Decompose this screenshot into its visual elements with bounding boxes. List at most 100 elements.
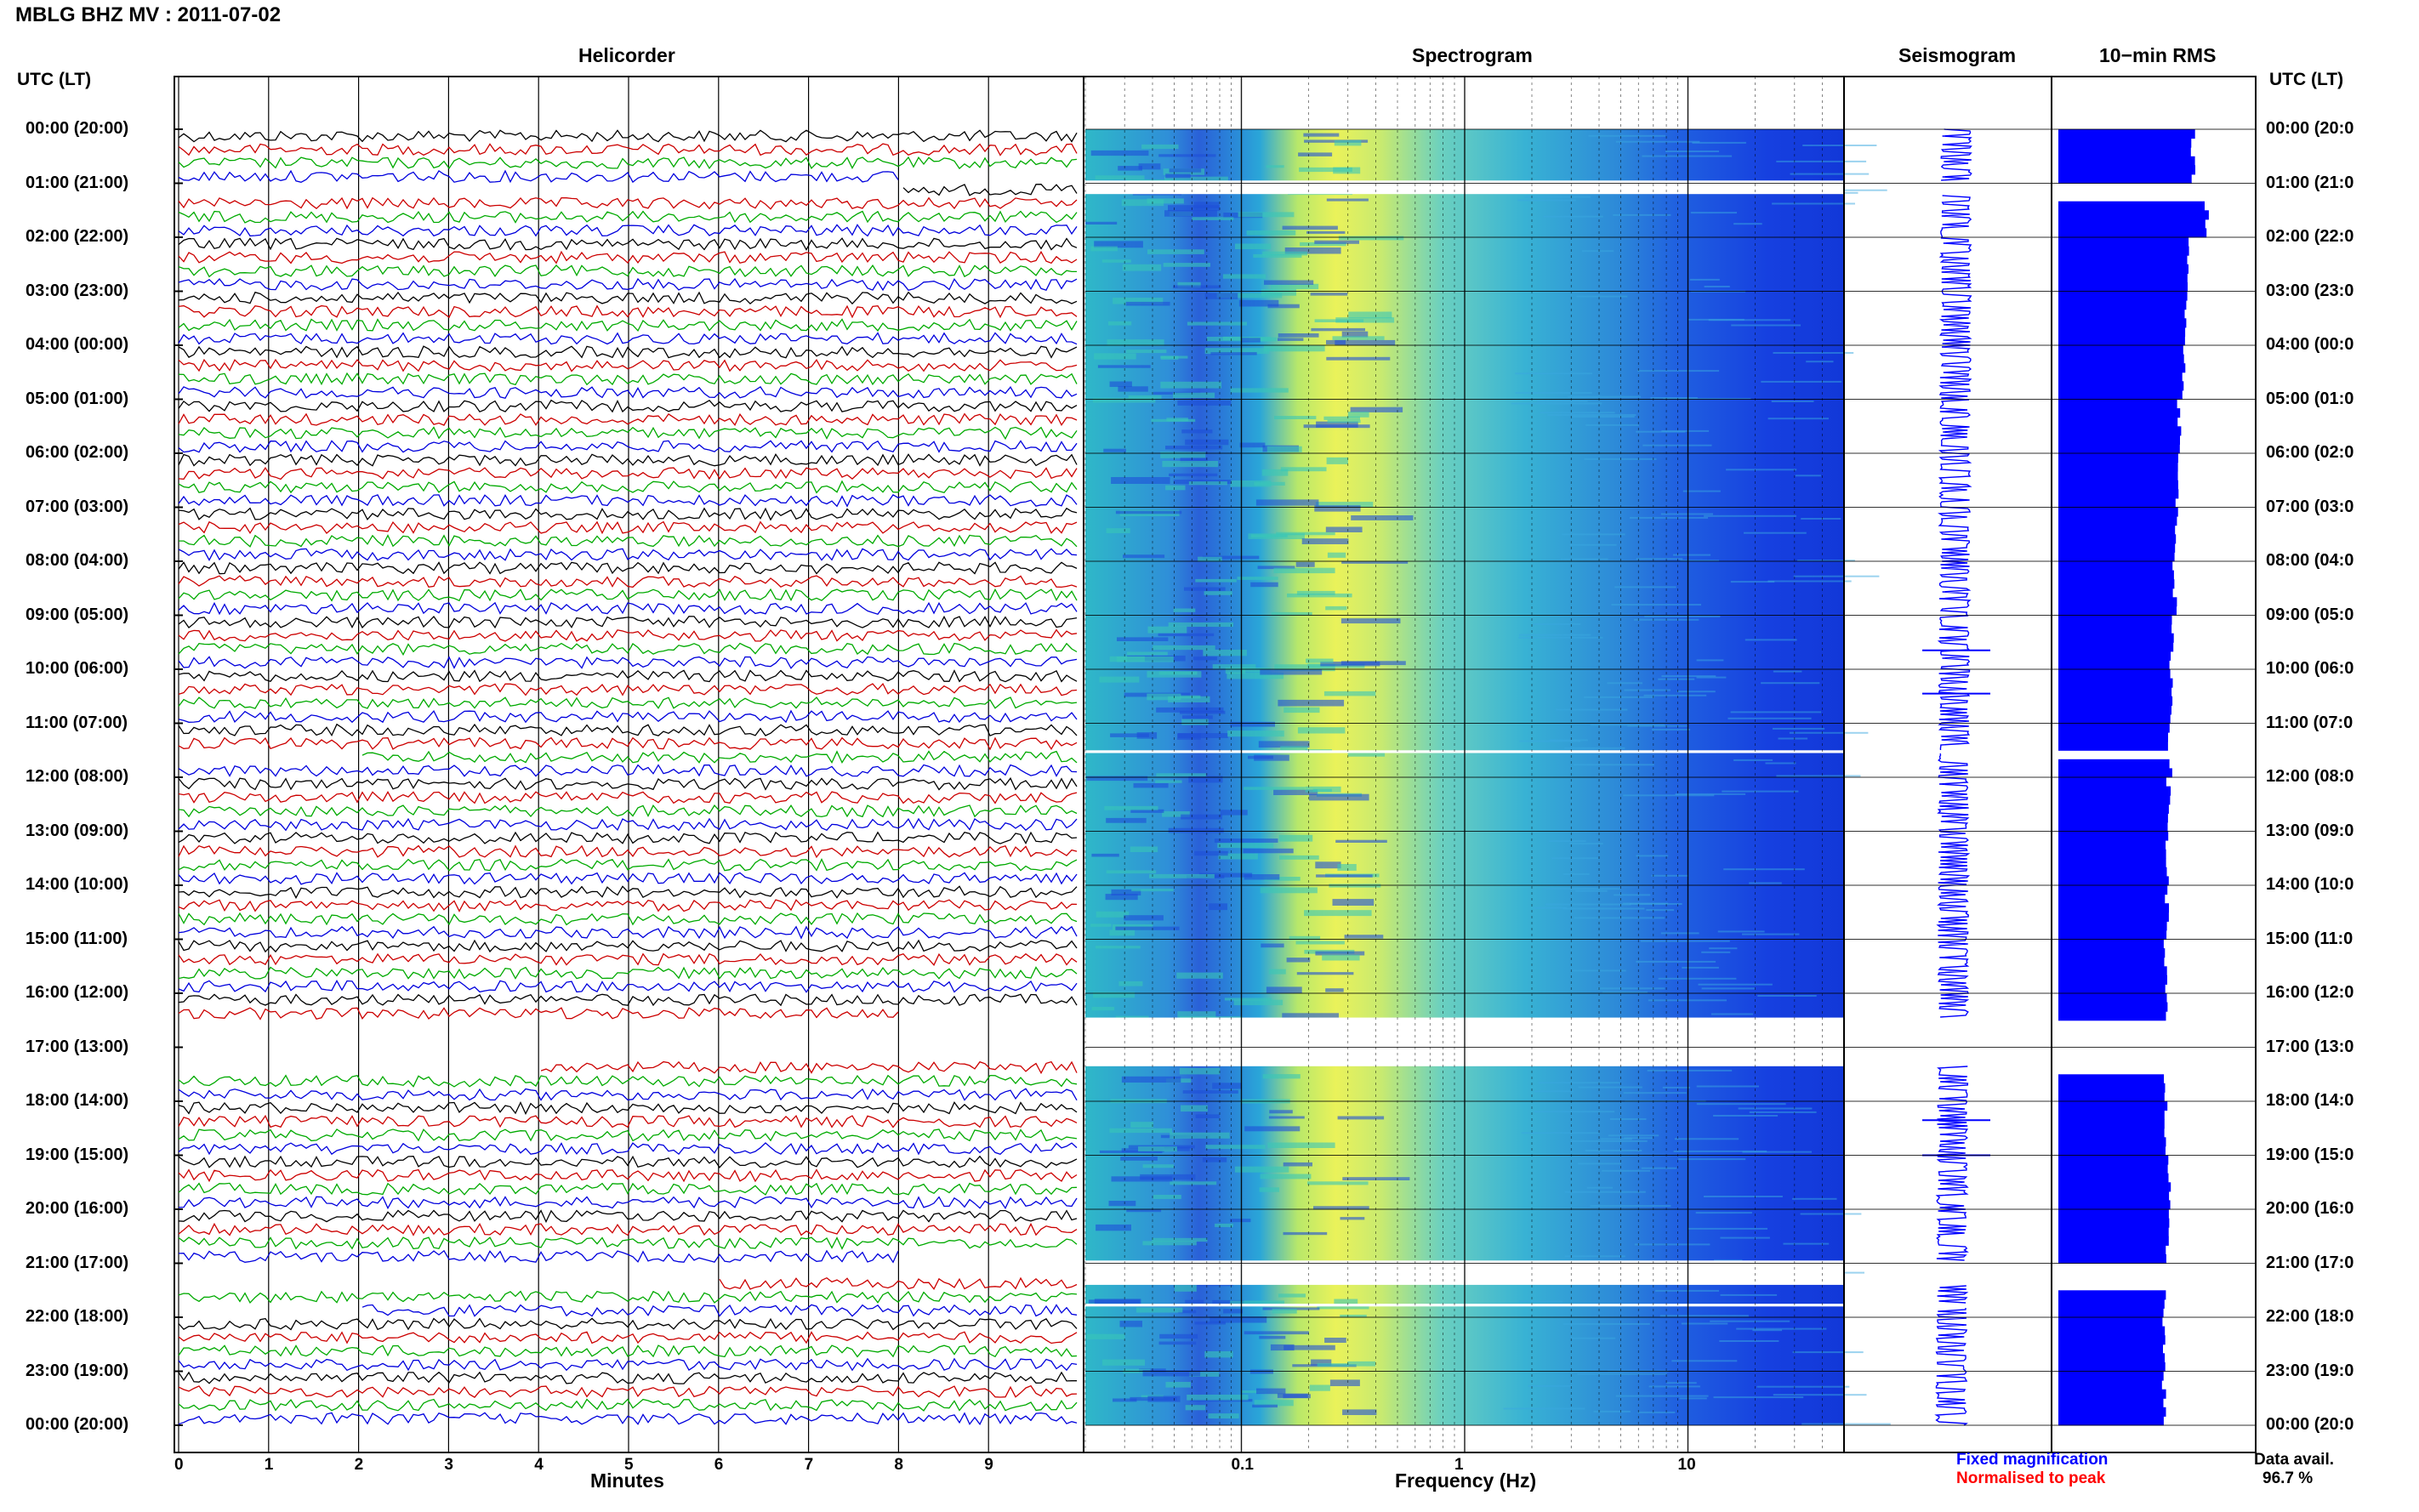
helicorder-trace: [178, 899, 1078, 912]
spectrogram-texture: [1793, 575, 1880, 577]
rms-bar: [2058, 138, 2192, 148]
spectrogram-texture: [1329, 1379, 1360, 1386]
helicorder-trace: [178, 709, 1078, 724]
spectrogram-texture: [1643, 694, 1707, 696]
spectrogram-texture: [1614, 586, 1676, 588]
spectrogram-texture: [1182, 1090, 1238, 1094]
rms-bar: [2058, 993, 2167, 1003]
spectrogram-texture: [1806, 189, 1887, 191]
spectrogram-texture: [1534, 1090, 1574, 1093]
spectrogram-texture: [1202, 555, 1260, 560]
spectrogram-texture: [1586, 1186, 1614, 1189]
spectrogram-texture: [1101, 259, 1131, 263]
spectrogram-texture: [1518, 1300, 1563, 1303]
spectrogram-texture: [1320, 662, 1380, 667]
spectrogram-texture: [1147, 693, 1181, 701]
spectrogram-texture: [1757, 995, 1817, 997]
rms-bar: [2058, 732, 2168, 742]
spectrogram-texture: [1286, 958, 1311, 963]
spectrogram-texture: [1246, 230, 1296, 236]
spectrogram-texture: [1744, 531, 1807, 534]
hour-label-right: 07:00 (03:0: [2266, 497, 2354, 516]
spectrogram-texture: [1210, 352, 1257, 355]
spectrogram-texture: [1503, 1407, 1585, 1410]
spectrogram-texture: [1121, 199, 1164, 207]
spectrogram-texture: [1220, 810, 1248, 816]
spectrogram-texture: [1337, 1116, 1385, 1120]
spectrogram-texture: [1204, 293, 1238, 299]
spectrogram-texture: [1176, 972, 1223, 979]
rms-bar: [2058, 354, 2184, 364]
spectrogram-texture: [1142, 1164, 1174, 1168]
spectrogram-texture: [1658, 977, 1737, 980]
rms-bar: [2058, 588, 2173, 598]
rms-bar: [2058, 579, 2175, 589]
spectrogram-texture: [1615, 140, 1700, 143]
spectrogram-texture: [1301, 538, 1349, 544]
spectrogram-texture: [1790, 173, 1870, 175]
helicorder-trace: [178, 143, 1078, 156]
spectrogram-texture: [1108, 1201, 1136, 1207]
spectrogram-texture: [1198, 556, 1222, 562]
spectrogram-texture: [1128, 395, 1162, 400]
spectrogram-texture: [1696, 1103, 1786, 1106]
spectrogram-texture: [1164, 176, 1228, 184]
spectrogram-texture: [1282, 1013, 1339, 1020]
spectrogram-texture: [1109, 929, 1136, 936]
spectrogram-texture: [1283, 1162, 1312, 1167]
hour-label-left: 23:00 (19:00): [26, 1361, 129, 1380]
spectrogram-texture: [1181, 719, 1209, 725]
spectrogram-texture: [1147, 249, 1204, 254]
frequency-tick-label: 1: [1454, 1456, 1464, 1474]
spectrogram-texture: [1602, 991, 1648, 993]
helicorder-trace: [178, 1371, 1077, 1384]
spectrogram-texture: [1733, 759, 1773, 761]
spectrogram-texture: [1564, 1191, 1646, 1193]
spectrogram-texture: [1123, 554, 1165, 559]
rms-bar: [2058, 966, 2167, 976]
hour-label-left: 16:00 (12:00): [26, 983, 129, 1002]
spectrogram-texture: [1149, 873, 1215, 878]
spectrogram-texture: [1170, 1181, 1217, 1185]
spectrogram-texture: [1282, 225, 1338, 230]
spectrogram-texture: [1155, 780, 1182, 783]
spectrogram-texture: [1629, 516, 1708, 519]
helicorder-trace: [178, 156, 1078, 170]
spectrogram-texture: [1637, 1411, 1676, 1413]
spectrogram-texture: [1636, 558, 1683, 560]
helicorder-trace: [178, 656, 1078, 669]
rms-bar: [2058, 1155, 2169, 1165]
spectrogram-texture: [1562, 907, 1645, 910]
spectrogram-texture: [1299, 167, 1352, 173]
spectrogram-texture: [1233, 999, 1283, 1006]
rms-bar: [2058, 1182, 2171, 1192]
spectrogram-texture: [1644, 615, 1721, 617]
helicorder-trace: [178, 1074, 1078, 1088]
spectrogram-texture: [1540, 412, 1615, 414]
spectrogram-texture: [1125, 301, 1170, 306]
rms-bar: [2058, 336, 2185, 346]
helicorder-trace: [178, 480, 1078, 494]
spectrogram-texture: [1623, 1092, 1687, 1094]
rms-bar: [2058, 426, 2182, 436]
spectrogram-texture: [1634, 1243, 1710, 1246]
spectrogram-texture: [1235, 243, 1272, 249]
spectrogram-texture: [1347, 1361, 1375, 1367]
spectrogram-texture: [1142, 1370, 1201, 1377]
spectrogram-texture: [1745, 639, 1797, 641]
spectrogram-texture: [1325, 526, 1363, 532]
rms-bar: [2058, 1092, 2165, 1102]
minute-tick-label: 2: [354, 1456, 364, 1474]
spectrogram-texture: [1749, 1111, 1817, 1113]
spectrogram-texture: [1099, 676, 1140, 683]
spectrogram-texture: [1800, 1213, 1862, 1215]
hour-label-right: 02:00 (22:0: [2266, 227, 2354, 246]
rms-bar: [2058, 713, 2171, 724]
spectrogram-texture: [1188, 776, 1223, 783]
spectrogram-texture: [1244, 787, 1306, 790]
spectrogram-texture: [1344, 935, 1384, 939]
spectrogram-texture: [1646, 909, 1675, 912]
spectrogram-texture: [1138, 163, 1161, 170]
rms-bar: [2058, 867, 2167, 877]
spectrogram-texture: [1315, 951, 1365, 956]
